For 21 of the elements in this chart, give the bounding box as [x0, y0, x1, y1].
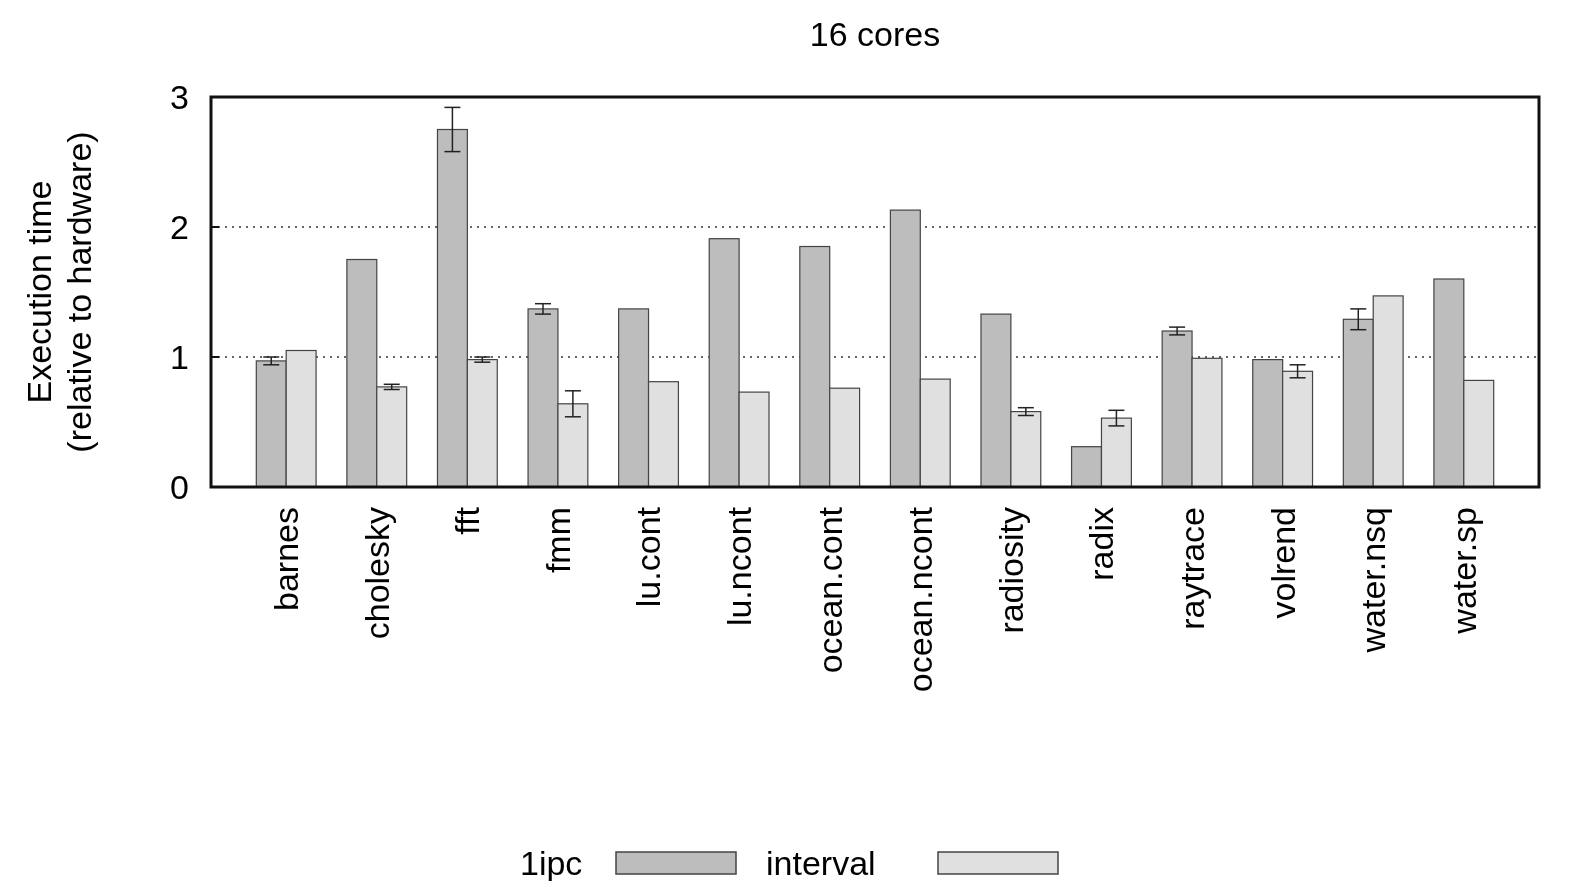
- x-tick-label: ocean.ncont: [901, 506, 940, 693]
- y-tick-label: 1: [170, 337, 189, 376]
- x-tick-label: water.nsq: [1354, 507, 1393, 654]
- y-tick-label: 0: [170, 467, 189, 506]
- x-tick-label: radix: [1082, 507, 1121, 581]
- x-tick-label: volrend: [1263, 507, 1302, 619]
- x-tick-label: cholesky: [357, 507, 396, 640]
- x-tick-label: lu.cont: [629, 506, 668, 608]
- legend-label: interval: [766, 843, 876, 881]
- x-tick-label: fmm: [538, 507, 577, 574]
- x-tick-label: radiosity: [991, 507, 1030, 634]
- y-tick-label: 3: [170, 77, 189, 116]
- x-tick-label: fft: [448, 506, 487, 535]
- x-tick-label: water.sp: [1444, 507, 1483, 635]
- x-tick-label: lu.ncont: [720, 506, 759, 627]
- chart-title: 16 cores: [809, 15, 941, 53]
- x-tick-label: barnes: [267, 507, 306, 611]
- y-axis-title: Execution time (relative to hardware): [20, 131, 98, 453]
- x-tick-label: ocean.cont: [810, 506, 849, 674]
- y-tick-label: 2: [170, 207, 189, 246]
- x-tick-label: raytrace: [1172, 507, 1211, 630]
